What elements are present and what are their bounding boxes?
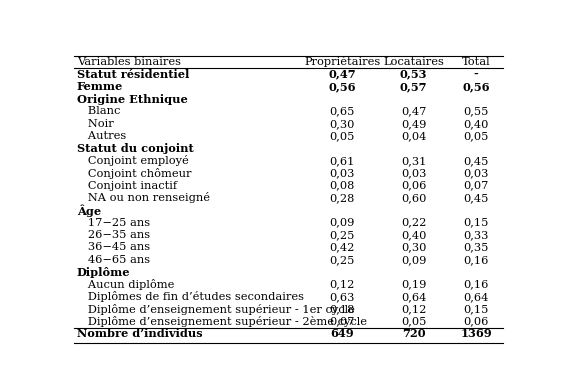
Text: 0,30: 0,30 — [401, 243, 426, 252]
Text: 0,40: 0,40 — [401, 230, 426, 240]
Text: 0,64: 0,64 — [401, 292, 426, 302]
Text: 0,16: 0,16 — [463, 280, 489, 289]
Text: 0,49: 0,49 — [401, 119, 426, 129]
Text: Aucun diplôme: Aucun diplôme — [77, 279, 174, 290]
Text: 0,64: 0,64 — [463, 292, 489, 302]
Text: 0,09: 0,09 — [401, 255, 426, 265]
Text: Noir: Noir — [77, 119, 113, 129]
Text: Femme: Femme — [77, 81, 123, 92]
Text: 0,45: 0,45 — [463, 193, 489, 203]
Text: 0,42: 0,42 — [329, 243, 355, 252]
Text: Nombre d’individus: Nombre d’individus — [77, 328, 203, 339]
Text: 26−35 ans: 26−35 ans — [77, 230, 150, 240]
Text: 0,07: 0,07 — [463, 181, 489, 191]
Text: 649: 649 — [330, 328, 354, 339]
Text: Locataires: Locataires — [383, 57, 444, 67]
Text: 0,25: 0,25 — [329, 230, 355, 240]
Text: 0,03: 0,03 — [401, 168, 426, 178]
Text: Diplôme: Diplôme — [77, 267, 130, 278]
Text: 0,65: 0,65 — [329, 106, 355, 117]
Text: NA ou non renseigné: NA ou non renseigné — [77, 193, 210, 204]
Text: 0,06: 0,06 — [401, 181, 426, 191]
Text: 0,03: 0,03 — [329, 168, 355, 178]
Text: 0,03: 0,03 — [463, 168, 489, 178]
Text: 0,08: 0,08 — [329, 181, 355, 191]
Text: 0,25: 0,25 — [329, 255, 355, 265]
Text: Conjoint employé: Conjoint employé — [77, 155, 188, 167]
Text: 36−45 ans: 36−45 ans — [77, 243, 150, 252]
Text: Diplôme d’enseignement supérieur - 1er cycle: Diplôme d’enseignement supérieur - 1er c… — [77, 304, 355, 315]
Text: Âge: Âge — [77, 204, 101, 216]
Text: Variables binaires: Variables binaires — [77, 57, 181, 67]
Text: Blanc: Blanc — [77, 106, 120, 117]
Text: 0,04: 0,04 — [401, 131, 426, 141]
Text: 0,45: 0,45 — [463, 156, 489, 166]
Text: 0,56: 0,56 — [462, 81, 490, 92]
Text: 0,57: 0,57 — [400, 81, 427, 92]
Text: 720: 720 — [402, 328, 425, 339]
Text: Diplômes de fin d’études secondaires: Diplômes de fin d’études secondaires — [77, 291, 304, 302]
Text: 0,40: 0,40 — [463, 119, 489, 129]
Text: 0,61: 0,61 — [329, 156, 355, 166]
Text: 0,05: 0,05 — [329, 131, 355, 141]
Text: 0,05: 0,05 — [401, 317, 426, 326]
Text: 0,35: 0,35 — [463, 243, 489, 252]
Text: 0,16: 0,16 — [463, 255, 489, 265]
Text: 0,30: 0,30 — [329, 119, 355, 129]
Text: 0,63: 0,63 — [329, 292, 355, 302]
Text: 46−65 ans: 46−65 ans — [77, 255, 150, 265]
Text: Conjoint inactif: Conjoint inactif — [77, 181, 177, 191]
Text: 17−25 ans: 17−25 ans — [77, 218, 150, 228]
Text: 0,31: 0,31 — [401, 156, 426, 166]
Text: 0,28: 0,28 — [329, 193, 355, 203]
Text: 0,19: 0,19 — [401, 280, 426, 289]
Text: 0,12: 0,12 — [401, 304, 426, 314]
Text: 0,56: 0,56 — [328, 81, 356, 92]
Text: Total: Total — [462, 57, 490, 67]
Text: Conjoint chômeur: Conjoint chômeur — [77, 168, 191, 179]
Text: 0,60: 0,60 — [401, 193, 426, 203]
Text: 0,07: 0,07 — [329, 317, 355, 326]
Text: 0,15: 0,15 — [463, 304, 489, 314]
Text: 0,55: 0,55 — [463, 106, 489, 117]
Text: 0,33: 0,33 — [463, 230, 489, 240]
Text: 0,12: 0,12 — [329, 280, 355, 289]
Text: 1369: 1369 — [460, 328, 492, 339]
Text: Diplôme d’enseignement supérieur - 2ème cycle: Diplôme d’enseignement supérieur - 2ème … — [77, 316, 367, 327]
Text: 0,15: 0,15 — [463, 218, 489, 228]
Text: 0,18: 0,18 — [329, 304, 355, 314]
Text: Statut résidentiel: Statut résidentiel — [77, 69, 189, 80]
Text: 0,53: 0,53 — [400, 69, 427, 80]
Text: 0,22: 0,22 — [401, 218, 426, 228]
Text: Autres: Autres — [77, 131, 126, 141]
Text: 0,47: 0,47 — [328, 69, 356, 80]
Text: Statut du conjoint: Statut du conjoint — [77, 143, 194, 154]
Text: 0,47: 0,47 — [401, 106, 426, 117]
Text: 0,09: 0,09 — [329, 218, 355, 228]
Text: -: - — [473, 69, 479, 80]
Text: 0,06: 0,06 — [463, 317, 489, 326]
Text: Origine Ethnique: Origine Ethnique — [77, 94, 187, 105]
Text: 0,05: 0,05 — [463, 131, 489, 141]
Text: Propriétaires: Propriétaires — [304, 57, 380, 67]
